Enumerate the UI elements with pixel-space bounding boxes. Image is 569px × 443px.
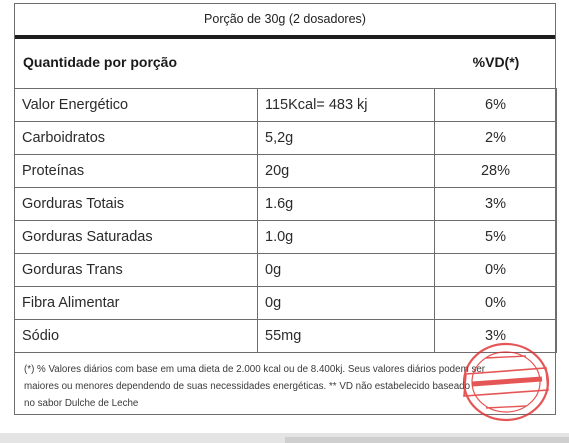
header-divider (15, 35, 555, 39)
table-row: Gorduras Totais 1.6g 3% (14, 187, 557, 221)
nutrient-amount: 1.6g (257, 187, 435, 221)
nutrient-amount: 0g (257, 253, 435, 287)
nutrient-daily-value: 0% (434, 253, 557, 287)
nutrient-name: Gorduras Trans (14, 253, 258, 287)
nutrient-daily-value: 0% (434, 286, 557, 320)
nutrient-name: Proteínas (14, 154, 258, 188)
table-row: Gorduras Saturadas 1.0g 5% (14, 220, 557, 254)
footnote-line: no sabor Dulche de Leche (24, 398, 139, 409)
nutrient-amount: 115Kcal= 483 kj (257, 88, 435, 122)
nutrient-amount: 20g (257, 154, 435, 188)
nutrient-daily-value: 2% (434, 121, 557, 155)
nutrition-facts-panel: Porção de 30g (2 dosadores) Quantidade p… (14, 3, 557, 415)
nutrient-daily-value: 3% (434, 187, 557, 221)
nutrient-name: Sódio (14, 319, 258, 353)
nutrient-amount: 5,2g (257, 121, 435, 155)
nutrient-daily-value: 6% (434, 88, 557, 122)
table-row: Valor Energético 115Kcal= 483 kj 6% (14, 88, 557, 122)
page-bottom-strip-shade (285, 437, 569, 443)
nutrient-name: Gorduras Totais (14, 187, 258, 221)
nutrient-amount: 55mg (257, 319, 435, 353)
nutrient-daily-value: 3% (434, 319, 557, 353)
table-header: Quantidade por porção %VD(*) (15, 39, 555, 85)
quantity-header: Quantidade por porção (23, 54, 178, 70)
page-bottom-strip (0, 433, 569, 443)
nutrient-name: Fibra Alimentar (14, 286, 258, 320)
serving-size: Porção de 30g (2 dosadores) (204, 12, 366, 26)
table-row: Fibra Alimentar 0g 0% (14, 286, 557, 320)
nutrient-amount: 0g (257, 286, 435, 320)
nutrient-daily-value: 28% (434, 154, 557, 188)
daily-value-header: %VD(*) (472, 54, 520, 70)
quality-seal-stamp (462, 342, 550, 422)
footnote: (*) % Valores diários com base em uma di… (24, 361, 544, 412)
table-row: Gorduras Trans 0g 0% (14, 253, 557, 287)
nutrient-name: Gorduras Saturadas (14, 220, 258, 254)
nutrient-name: Carboidratos (14, 121, 258, 155)
footnote-line: maiores ou menores dependendo de suas ne… (24, 381, 471, 392)
nutrient-amount: 1.0g (257, 220, 435, 254)
nutrient-daily-value: 5% (434, 220, 557, 254)
nutrition-table: Valor Energético 115Kcal= 483 kj 6% Carb… (14, 88, 557, 353)
table-row: Carboidratos 5,2g 2% (14, 121, 557, 155)
table-row: Sódio 55mg 3% (14, 319, 557, 353)
table-row: Proteínas 20g 28% (14, 154, 557, 188)
footnote-line: (*) % Valores diários com base em uma di… (24, 364, 486, 375)
nutrient-name: Valor Energético (14, 88, 258, 122)
